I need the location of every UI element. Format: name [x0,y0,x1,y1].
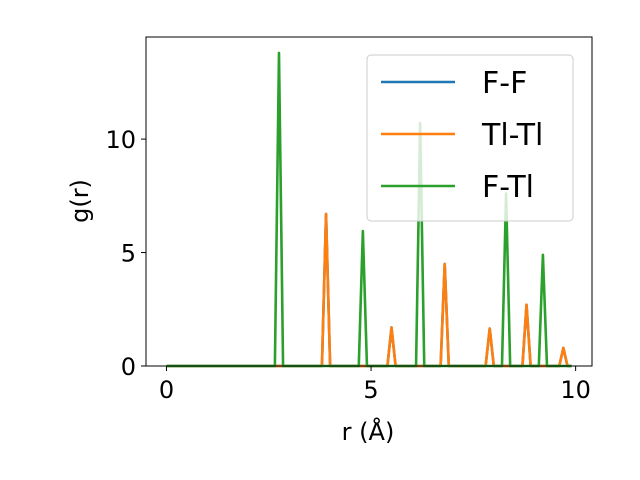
legend-box [366,54,574,222]
legend-label: F-F [482,66,527,101]
y-axis-title: g(r) [66,179,94,223]
legend-label: Tl-Tl [481,118,543,153]
y-tick-label: 5 [121,240,136,268]
plot-frame [145,36,593,367]
x-tick-label: 10 [560,376,591,404]
legend-label: F-Tl [482,170,534,205]
axis-ticks: 0 5 10 0 5 10 [105,126,590,404]
y-tick-label: 10 [105,126,136,154]
x-axis-title: r (Å) [342,417,395,446]
x-tick-label: 5 [363,376,378,404]
y-tick-label: 0 [121,353,136,381]
legend: F-F Tl-Tl F-Tl [366,54,574,222]
x-tick-label: 0 [159,376,174,404]
